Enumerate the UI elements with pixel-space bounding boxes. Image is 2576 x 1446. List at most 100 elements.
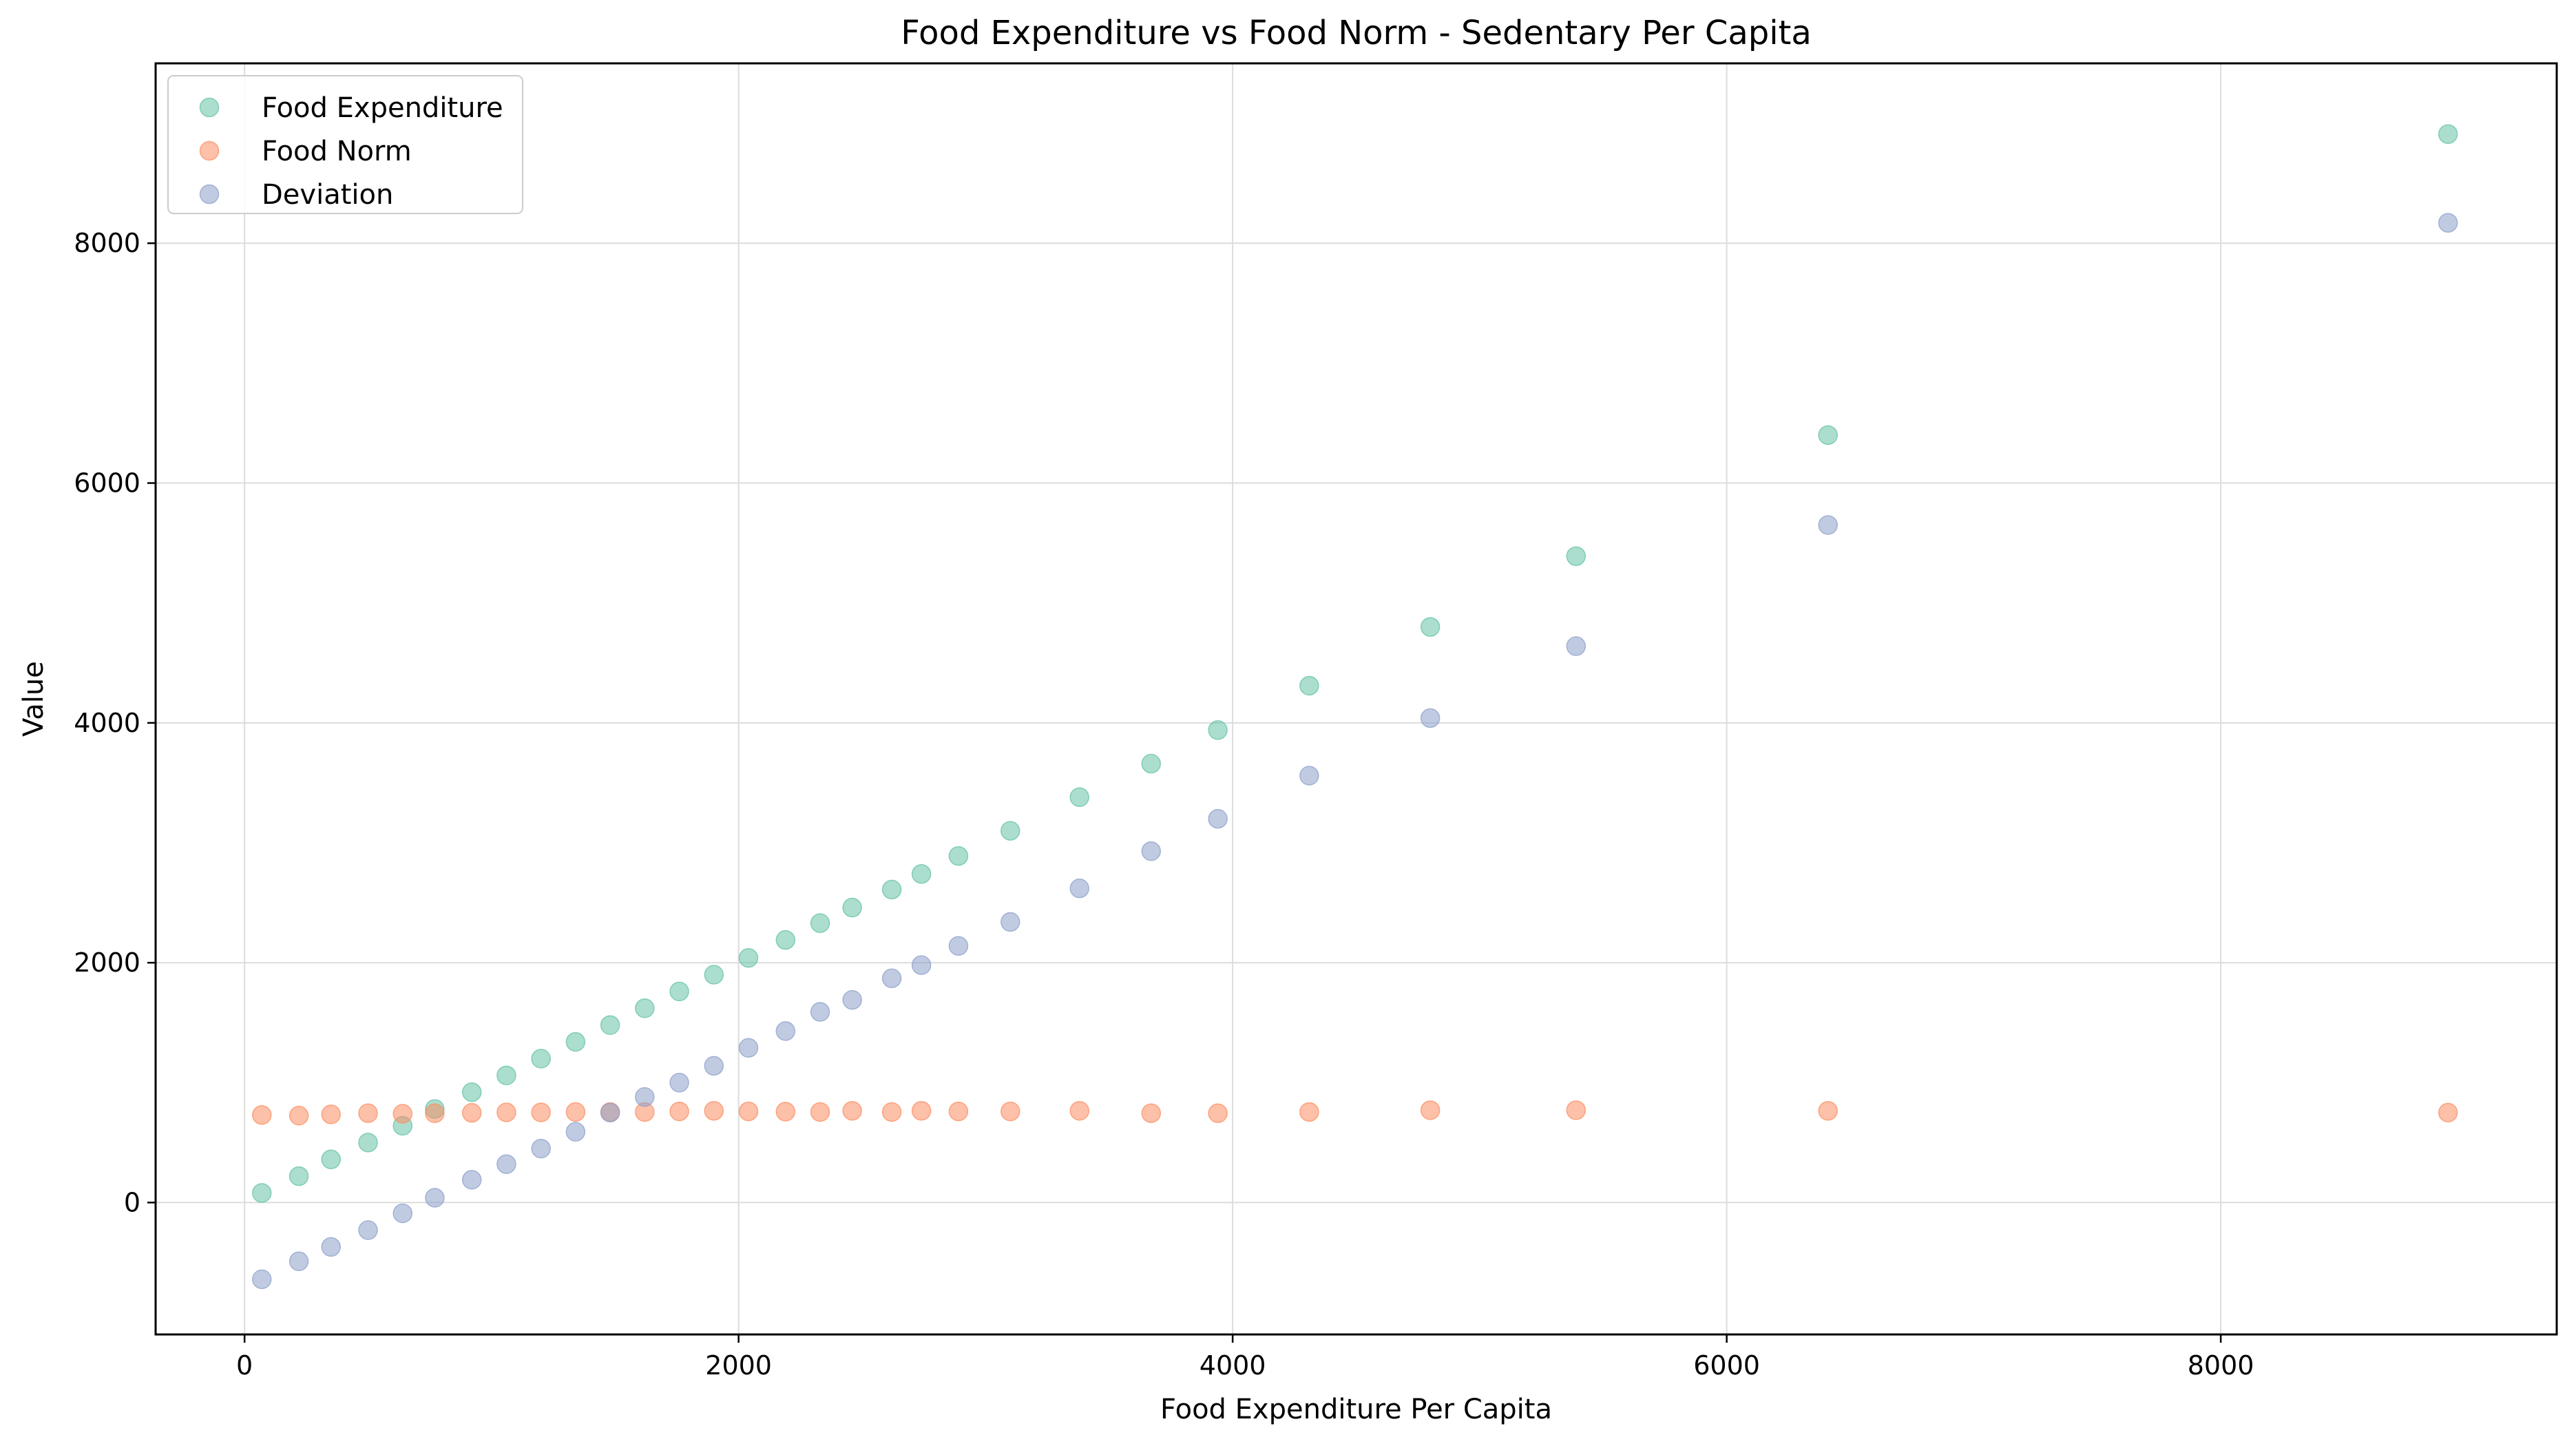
food-norm-point: [911, 1100, 932, 1121]
grid-lines: [156, 63, 2557, 1334]
food-norm-point: [881, 1102, 902, 1122]
food-expenditure-point: [704, 965, 724, 985]
food-expenditure-point: [810, 913, 830, 933]
food-expenditure-point: [1566, 546, 1587, 567]
food-norm-point: [1208, 1103, 1228, 1123]
x-tick-label: 0: [236, 1350, 253, 1381]
food-expenditure-point: [565, 1031, 586, 1052]
food-norm-point: [392, 1104, 412, 1124]
food-expenditure-point: [911, 864, 932, 884]
deviation-point: [289, 1251, 309, 1272]
food-expenditure-point: [321, 1149, 341, 1169]
deviation-point: [565, 1122, 586, 1142]
food-expenditure-point: [1818, 425, 1838, 446]
axis-ticks: 0 2000 4000 6000 8000 0 2000 4000 6000 8000: [74, 228, 2254, 1381]
y-tick-label: 8000: [74, 228, 140, 258]
food-norm-point: [1566, 1100, 1587, 1120]
food-expenditure-point: [738, 947, 759, 968]
food-norm-point: [531, 1102, 551, 1122]
deviation-point: [392, 1203, 412, 1224]
food-expenditure-legend-marker: [199, 97, 220, 118]
y-tick-label: 6000: [74, 468, 140, 499]
plot-frame: [154, 62, 2558, 1336]
food-norm-legend-marker: [199, 140, 220, 161]
food-expenditure-point: [358, 1133, 378, 1153]
food-expenditure-point: [1299, 675, 1319, 696]
deviation-legend-label: Deviation: [262, 179, 393, 211]
food-expenditure-legend-label: Food Expenditure: [262, 92, 503, 124]
food-norm-point: [810, 1102, 830, 1122]
food-expenditure-point: [669, 981, 689, 1002]
chart-title: Food Expenditure vs Food Norm - Sedentar…: [901, 14, 1812, 52]
food-expenditure-point: [496, 1065, 516, 1086]
deviation-point: [358, 1220, 378, 1240]
food-norm-point: [2438, 1102, 2458, 1123]
y-axis-label: Value: [18, 661, 50, 737]
food-expenditure-point: [1001, 821, 1020, 841]
legend: Food Expenditure Food Norm Deviation: [167, 75, 523, 214]
food-norm-point: [842, 1100, 862, 1121]
food-expenditure-point: [531, 1049, 551, 1069]
food-norm-point: [1069, 1100, 1089, 1121]
deviation-point: [2438, 213, 2458, 233]
food-norm-point: [704, 1100, 724, 1121]
food-norm-point: [565, 1102, 586, 1122]
food-expenditure-point: [289, 1166, 309, 1186]
deviation-point: [1566, 636, 1587, 656]
data-points: [252, 124, 2458, 1290]
food-norm-point: [289, 1105, 309, 1126]
food-expenditure-point: [775, 930, 796, 950]
food-expenditure-point: [1141, 753, 1161, 774]
deviation-point: [881, 968, 902, 989]
y-tick-label: 0: [124, 1187, 140, 1217]
deviation-point: [704, 1056, 724, 1076]
deviation-point: [911, 955, 932, 975]
food-expenditure-point: [1069, 787, 1089, 808]
food-norm-point: [775, 1102, 796, 1122]
deviation-point: [775, 1021, 796, 1041]
food-expenditure-point: [461, 1082, 482, 1102]
deviation-point: [425, 1188, 445, 1208]
food-norm-point: [738, 1101, 759, 1122]
deviation-point: [1069, 878, 1089, 899]
x-tick-label: 8000: [2188, 1350, 2254, 1381]
deviation-point: [321, 1237, 341, 1257]
food-norm-point: [252, 1105, 272, 1125]
food-expenditure-point: [842, 897, 862, 918]
food-norm-point: [1818, 1100, 1838, 1121]
food-expenditure-point: [1208, 720, 1228, 740]
deviation-point: [738, 1038, 759, 1058]
food-norm-point: [1299, 1102, 1319, 1122]
deviation-point: [842, 989, 862, 1010]
deviation-point: [496, 1154, 516, 1174]
food-norm-point: [1420, 1100, 1441, 1120]
deviation-point: [635, 1087, 655, 1107]
x-tick-label: 6000: [1693, 1350, 1760, 1381]
food-expenditure-point: [948, 846, 969, 866]
x-axis-label: Food Expenditure Per Capita: [1160, 1394, 1552, 1425]
deviation-point: [1818, 515, 1838, 535]
food-norm-point: [669, 1101, 689, 1122]
x-tick-label: 4000: [1200, 1350, 1266, 1381]
food-norm-point: [1141, 1103, 1161, 1123]
food-norm-point: [358, 1103, 378, 1123]
deviation-point: [948, 936, 969, 956]
deviation-point: [531, 1138, 551, 1159]
food-expenditure-point: [600, 1015, 620, 1035]
deviation-point: [669, 1073, 689, 1093]
deviation-point: [252, 1269, 272, 1290]
food-norm-point: [461, 1102, 482, 1123]
deviation-legend-marker: [199, 184, 220, 205]
food-norm-point: [425, 1103, 445, 1123]
food-expenditure-point: [881, 879, 902, 900]
deviation-point: [810, 1002, 830, 1022]
food-norm-legend-label: Food Norm: [262, 136, 412, 167]
deviation-point: [1208, 808, 1228, 829]
deviation-point: [461, 1170, 482, 1190]
deviation-point: [1299, 766, 1319, 786]
x-tick-label: 2000: [705, 1350, 772, 1381]
food-expenditure-point: [252, 1183, 272, 1203]
food-norm-point: [1001, 1101, 1020, 1122]
